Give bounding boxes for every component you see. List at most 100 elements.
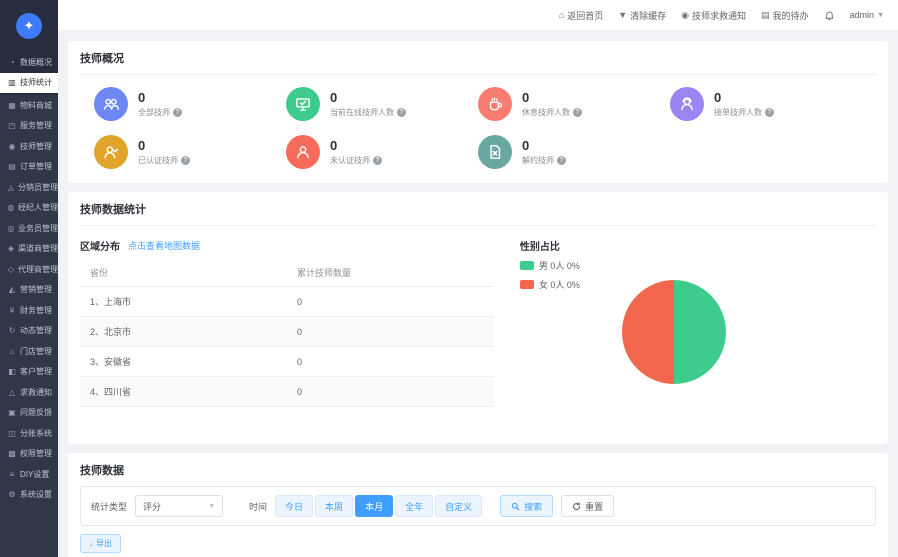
- help-icon[interactable]: ?: [397, 107, 406, 117]
- stat-online-technicians: 0 当前在线技师人数?: [286, 83, 478, 125]
- document-x-icon: [478, 135, 512, 169]
- sidebar-item-agent-mgmt[interactable]: ◇ 代理商管理: [0, 259, 58, 280]
- sidebar-item-finance-mgmt[interactable]: ¥ 财务管理: [0, 300, 58, 321]
- permission-icon: ▩: [8, 449, 16, 459]
- sidebar-item-label: 门店管理: [20, 346, 52, 356]
- stat-terminated-technicians: 0 解约技师?: [478, 131, 670, 173]
- sidebar-item-diy-settings[interactable]: ≡ DIY设置: [0, 464, 58, 485]
- notification-bell[interactable]: [824, 10, 835, 21]
- stat-certified-technicians: 0 已认证技师?: [94, 131, 286, 173]
- export-button[interactable]: ↓ 导出: [80, 534, 121, 553]
- table-row: 4、四川省 0: [80, 376, 494, 407]
- sidebar-item-permission-mgmt[interactable]: ▩ 权限管理: [0, 444, 58, 465]
- refresh-icon: [573, 501, 581, 510]
- time-custom-button[interactable]: 自定义: [435, 495, 483, 517]
- col-province: 省份: [80, 259, 287, 287]
- sidebar-item-system-settings[interactable]: ⚙ 系统设置: [0, 485, 58, 506]
- legend-female[interactable]: 女 0人 0%: [519, 278, 876, 291]
- help-icon[interactable]: ?: [173, 107, 182, 117]
- panel-technician-overview: 技师概况 0 全部技师? 0 当前在线技师人数? 0 休息技师人数? 0 接单技…: [68, 41, 888, 183]
- stat-taking-order-technicians: 0 接单技师人数?: [670, 83, 862, 125]
- region-distribution: 区域分布 点击查看地图数据 省份 累计技师数量 1、上海市 0 2、北京市 0 3、…: [80, 234, 494, 407]
- nav-label: 返回首页: [567, 10, 604, 21]
- sidebar-item-label: 分账系统: [20, 428, 52, 438]
- panel-technician-data: 技师数据 统计类型 评分 ▼ 时间 今日 本周 本月 全年 自定义 搜索: [68, 453, 888, 557]
- export-label: 导出: [96, 539, 112, 548]
- monitor-check-icon: [286, 87, 320, 121]
- help-icon[interactable]: ?: [573, 107, 582, 117]
- sidebar-item-distributor-mgmt[interactable]: ◬ 分销员管理: [0, 177, 58, 198]
- mall-icon: ▦: [8, 100, 16, 110]
- customer-icon: ◧: [8, 367, 16, 377]
- time-month-button[interactable]: 本月: [355, 495, 394, 517]
- stat-value: 0: [522, 137, 530, 153]
- chevron-down-icon: ▼: [208, 502, 216, 510]
- stat-label: 已认证技师: [138, 155, 178, 165]
- sidebar-item-salesman-mgmt[interactable]: ◎ 业务员管理: [0, 218, 59, 239]
- region-subtitle: 区域分布: [80, 242, 120, 253]
- sidebar-item-label: 业务员管理: [18, 223, 58, 233]
- sidebar-item-dynamic-mgmt[interactable]: ↻ 动态管理: [0, 321, 58, 342]
- sidebar-item-broker-mgmt[interactable]: ◍ 经纪人管理: [0, 198, 59, 219]
- time-week-button[interactable]: 本周: [315, 495, 354, 517]
- stat-value: 0: [138, 89, 146, 105]
- time-year-button[interactable]: 全年: [395, 495, 434, 517]
- todo-icon: ▤: [761, 9, 770, 20]
- legend-male[interactable]: 男 0人 0%: [519, 259, 876, 272]
- clear-cache-icon: ▼: [618, 10, 628, 20]
- sidebar-item-store-mgmt[interactable]: ⌂ 门店管理: [0, 341, 58, 362]
- user-menu[interactable]: admin ▼: [850, 10, 884, 20]
- stat-label: 当前在线技师人数: [330, 107, 394, 117]
- gear-icon: ⚙: [8, 490, 16, 500]
- time-label: 时间: [249, 501, 268, 512]
- refresh-icon: ↻: [8, 326, 16, 336]
- map-data-link[interactable]: 点击查看地图数据: [128, 241, 201, 251]
- technician-icon: ◉: [8, 141, 16, 151]
- clock-icon: ◔: [9, 57, 15, 67]
- main-content: 技师概况 0 全部技师? 0 当前在线技师人数? 0 休息技师人数? 0 接单技…: [58, 30, 898, 557]
- sidebar-item-customer-mgmt[interactable]: ◧ 客户管理: [0, 362, 58, 383]
- time-button-group: 今日 本周 本月 全年 自定义: [275, 495, 484, 517]
- bar-chart-icon: ▥: [8, 78, 16, 88]
- help-icon[interactable]: ?: [373, 155, 382, 165]
- sidebar-item-channel-mgmt[interactable]: ◈ 渠道商管理: [0, 239, 58, 260]
- nav-todo[interactable]: ▤ 我的待办: [761, 9, 809, 22]
- reset-button[interactable]: 重置: [561, 495, 615, 517]
- nav-home[interactable]: ⌂ 返回首页: [559, 9, 603, 22]
- gender-pie: [621, 280, 726, 384]
- sidebar-item-sos-notice[interactable]: △ 求救通知: [0, 382, 58, 403]
- sidebar-item-label: 技师管理: [20, 141, 52, 151]
- users-icon: [94, 87, 128, 121]
- value-cell: 0: [286, 286, 494, 317]
- search-label: 搜索: [524, 501, 543, 512]
- sidebar-item-feedback[interactable]: ▣ 问题反馈: [0, 403, 58, 424]
- sidebar-item-technician-stats[interactable]: ▥ 技师统计: [0, 72, 58, 93]
- sidebar-item-service-mgmt[interactable]: ◳ 服务管理: [0, 116, 58, 137]
- sidebar-item-material-mall[interactable]: ▦ 物料商城: [0, 95, 58, 116]
- search-button[interactable]: 搜索: [500, 495, 554, 517]
- table-row: 3、安徽省 0: [80, 346, 494, 377]
- sidebar-item-label: 数据概况: [20, 57, 52, 67]
- value-cell: 0: [286, 316, 494, 347]
- time-today-button[interactable]: 今日: [275, 495, 314, 517]
- sidebar-item-data-overview[interactable]: ◔ 数据概况: [0, 52, 58, 73]
- sidebar-item-technician-mgmt[interactable]: ◉ 技师管理: [0, 136, 58, 157]
- sidebar-item-label: 代理商管理: [18, 264, 58, 274]
- help-icon[interactable]: ?: [181, 155, 190, 165]
- nav-clear-cache[interactable]: ▼ 清除缓存: [618, 9, 666, 22]
- nav-sos-notice[interactable]: ◉ 技师求救通知: [681, 9, 746, 22]
- sidebar-item-label: 分销员管理: [18, 182, 58, 192]
- value-cell: 0: [286, 346, 494, 377]
- stat-type-select[interactable]: 评分 ▼: [135, 495, 224, 517]
- sidebar-item-order-mgmt[interactable]: ▤ 订单管理: [0, 157, 58, 178]
- sidebar-item-label: 渠道商管理: [18, 244, 58, 254]
- stat-value: 0: [138, 137, 146, 153]
- username: admin: [849, 10, 875, 20]
- help-icon[interactable]: ?: [557, 155, 566, 165]
- sidebar-item-split-account[interactable]: ◫ 分账系统: [0, 423, 58, 444]
- stat-value: 0: [522, 89, 530, 105]
- sidebar-item-label: 营销管理: [20, 285, 52, 295]
- sidebar-item-marketing-mgmt[interactable]: ◭ 营销管理: [0, 280, 58, 301]
- help-icon[interactable]: ?: [765, 107, 774, 117]
- person-icon: [286, 135, 320, 169]
